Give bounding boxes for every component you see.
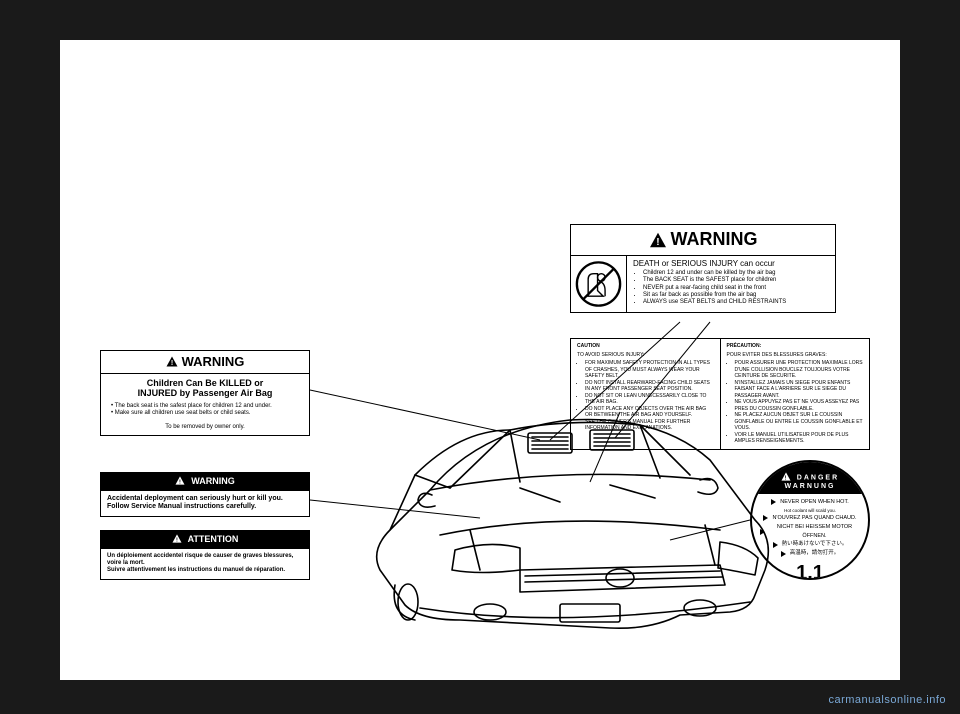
warning-header: ! WARNING — [101, 351, 309, 374]
warning-bullet: Sit as far back as possible from the air… — [643, 292, 829, 299]
cap-line: NEVER OPEN WHEN HOT. — [780, 498, 848, 507]
deploy-line: Accidental deployment can seriously hurt… — [107, 495, 303, 503]
warning-body: Children Can Be KILLED or INJURED by Pas… — [101, 374, 309, 435]
manual-page: ! WARNING DEATH or SERIOUS INJURY can oc… — [60, 40, 900, 680]
warning-header-black: ! WARNING — [101, 473, 309, 491]
warning-bullet: Children 12 and under can be killed by t… — [643, 270, 829, 277]
caution-heading: CAUTION — [577, 343, 714, 350]
warning-bullet: The BACK SEAT is the SAFEST place for ch… — [643, 277, 829, 284]
children-bullet: Make sure all children use seat belts or… — [115, 410, 251, 416]
svg-text:!: ! — [656, 237, 659, 248]
child-seat-icon — [571, 256, 627, 312]
warning-subtitle: DEATH or SERIOUS INJURY can occur — [633, 259, 829, 269]
warning-header: ! WARNING — [571, 225, 835, 256]
warning-bullet: ALWAYS use SEAT BELTS and CHILD RESTRAIN… — [643, 299, 829, 306]
attention-label: ! ATTENTION Un déploiement accidentel ri… — [100, 530, 310, 580]
children-title-1: Children Can Be KILLED or — [107, 378, 303, 389]
warning-label-deployment: ! WARNING Accidental deployment can seri… — [100, 472, 310, 517]
warning-bullet: NEVER put a rear-facing child seat in th… — [643, 285, 829, 292]
attention-line: Un déploiement accidentel risque de caus… — [107, 553, 303, 567]
warning-triangle-icon: ! — [781, 472, 793, 483]
cap-line: Hot coolant will scald you. — [784, 507, 836, 514]
arrow-icon — [781, 551, 786, 557]
warning-label-children: ! WARNING Children Can Be KILLED or INJU… — [100, 350, 310, 436]
children-bullet: The back seat is the safest place for ch… — [115, 403, 272, 409]
warning-triangle-icon: ! — [172, 534, 184, 545]
deploy-line: Follow Service Manual instructions caref… — [107, 503, 303, 511]
caution-line: POUR EVITER DES BLESSURES GRAVES: — [727, 352, 864, 359]
watermark-text: carmanualsonline.info — [828, 694, 946, 706]
cap-danger: DANGER — [797, 474, 839, 481]
warning-triangle-icon: ! — [166, 356, 178, 367]
svg-text:!: ! — [176, 537, 178, 543]
warning-body: Accidental deployment can seriously hurt… — [101, 491, 309, 516]
precaution-heading: PRÉCAUTION: — [727, 343, 864, 350]
cap-warnung: WARNUNG — [785, 483, 836, 490]
warning-header-text: WARNING — [191, 476, 235, 487]
cap-line: 高温時，請勿打开。 — [790, 549, 840, 558]
warning-triangle-icon: ! — [175, 476, 187, 487]
svg-text:!: ! — [784, 475, 787, 481]
attention-line: Suivre attentivement les instructions du… — [107, 567, 303, 574]
warning-triangle-icon: ! — [649, 232, 667, 248]
warning-label-death: ! WARNING DEATH or SERIOUS INJURY can oc… — [570, 224, 836, 313]
attention-header: ! ATTENTION — [101, 531, 309, 549]
warning-header-text: WARNING — [182, 354, 245, 370]
warning-header-text: WARNING — [671, 229, 758, 251]
attention-body: Un déploiement accidentel risque de caus… — [101, 549, 309, 579]
cap-line: NICHT BEI HEISSEM MOTOR ÖFFNEN. — [769, 523, 860, 541]
svg-text:!: ! — [170, 360, 172, 367]
children-title-2: INJURED by Passenger Air Bag — [107, 388, 303, 399]
cap-line: N'OUVREZ PAS QUAND CHAUD. — [772, 514, 856, 523]
car-illustration — [360, 370, 780, 660]
children-footer: To be removed by owner only. — [107, 424, 303, 431]
caution-line: TO AVOID SERIOUS INJURY: — [577, 352, 714, 359]
cap-line: 熱い時あけないで下さい。 — [782, 540, 848, 549]
svg-text:!: ! — [179, 479, 181, 485]
attention-header-text: ATTENTION — [188, 534, 239, 545]
